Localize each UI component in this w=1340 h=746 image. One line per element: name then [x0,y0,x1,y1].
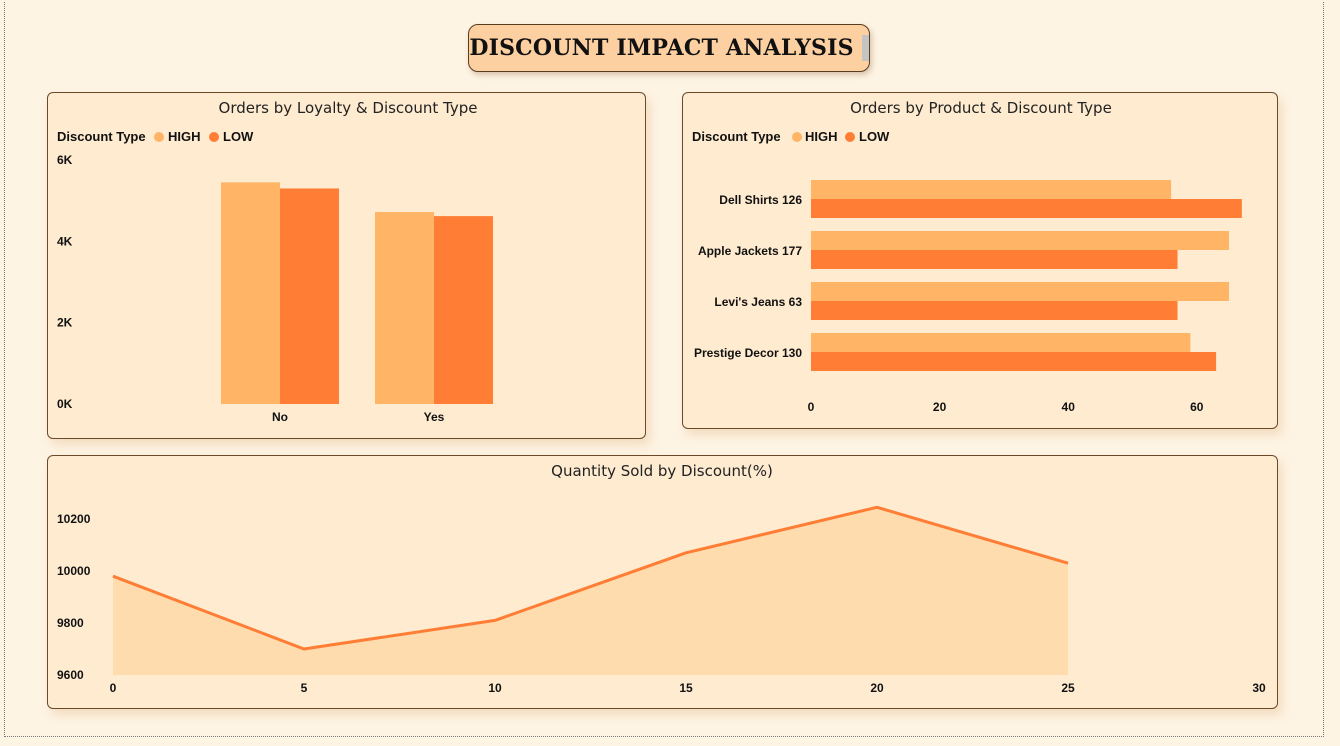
product-bar-2-high [811,282,1229,301]
product-bar-1-high [811,231,1229,250]
loyalty-y-tick: 4K [57,234,73,248]
product-legend-low-label: LOW [859,129,890,144]
loyalty-legend-low-swatch [209,132,219,142]
loyalty-legend-title: Discount Type [57,129,146,144]
loyalty-plot-area: 0K 2K 4K 6K No Yes [57,153,493,424]
loyalty-legend-high-label: HIGH [168,129,201,144]
text-cursor [862,35,869,61]
loyalty-y-tick: 2K [57,316,73,330]
product-x-tick: 0 [808,400,815,414]
loyalty-x-tick: Yes [424,410,445,424]
quantity-x-tick: 0 [110,681,117,695]
product-y-tick: Apple Jackets 177 [698,244,802,258]
quantity-x-tick: 25 [1061,681,1075,695]
quantity-chart-svg: Quantity Sold by Discount(%) 96009800100… [48,456,1277,708]
quantity-area-fill [113,507,1068,675]
product-x-tick: 20 [933,400,947,414]
loyalty-y-tick: 0K [57,397,73,411]
quantity-y-tick: 9800 [57,616,84,630]
product-bar-0-high [811,180,1171,199]
product-x-tick: 40 [1062,400,1076,414]
loyalty-legend-low-label: LOW [223,129,254,144]
quantity-x-tick: 15 [679,681,693,695]
quantity-plot-area: 9600 9800 10000 10200 0 5 10 15 20 25 30 [57,507,1266,695]
product-chart-card: Orders by Product & Discount Type Discou… [682,92,1278,429]
quantity-y-tick: 10000 [57,564,91,578]
quantity-x-tick: 10 [488,681,502,695]
dashboard-title-box: DISCOUNT IMPACT ANALYSIS [468,24,870,72]
product-bar-1-low [811,250,1178,269]
product-bar-0-low [811,199,1242,218]
quantity-chart-card: Quantity Sold by Discount(%) 9600 9800 100… [47,455,1278,709]
product-y-tick: Levi's Jeans 63 [714,295,802,309]
quantity-x-tick: 5 [301,681,308,695]
product-y-tick: Dell Shirts 126 [719,193,802,207]
loyalty-chart-svg: Orders by Loyalty & Discount Type Discou… [48,93,645,438]
loyalty-bar-yes-low [434,216,493,404]
product-bar-2-low [811,301,1178,320]
quantity-x-tick: 20 [870,681,884,695]
quantity-chart-title: Quantity Sold by Discount(%) [551,462,773,480]
loyalty-chart-title: Orders by Loyalty & Discount Type [219,99,478,117]
product-bar-3-low [811,352,1216,371]
loyalty-bar-no-low [280,188,339,404]
product-legend-low-swatch [845,132,855,142]
product-legend-high-label: HIGH [805,129,838,144]
product-chart-title: Orders by Product & Discount Type [850,99,1112,117]
loyalty-chart-card: Orders by Loyalty & Discount Type Discou… [47,92,646,439]
quantity-y-tick: 9600 [57,668,84,682]
loyalty-x-tick: No [272,410,288,424]
product-plot-area: Dell Shirts 126 Apple Jackets 177 Levi's J… [694,180,1242,414]
product-bar-3-high [811,333,1190,352]
product-legend-high-swatch [792,132,802,142]
product-legend-title: Discount Type [692,129,781,144]
loyalty-legend-high-swatch [154,132,164,142]
loyalty-y-tick: 6K [57,153,73,167]
quantity-y-tick: 10200 [57,512,91,526]
dashboard-title: DISCOUNT IMPACT ANALYSIS [469,35,853,61]
product-x-tick: 60 [1190,400,1204,414]
quantity-x-tick: 30 [1252,681,1266,695]
loyalty-bar-yes-high [375,212,434,404]
product-y-tick: Prestige Decor 130 [694,346,802,360]
product-chart-svg: Orders by Product & Discount Type Discou… [683,93,1277,428]
loyalty-bar-no-high [221,182,280,404]
